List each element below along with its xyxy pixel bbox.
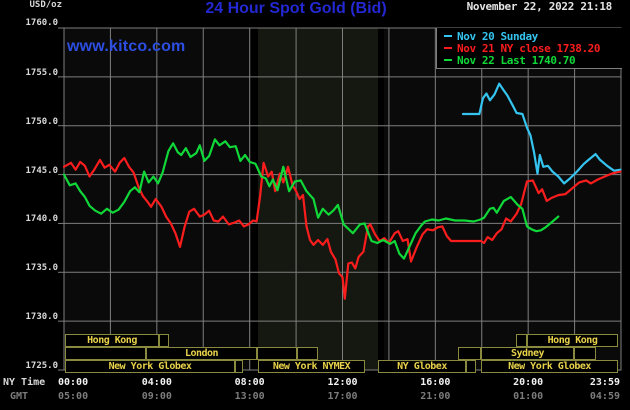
session-box-new-york-globex: New York Globex xyxy=(481,360,618,373)
y-tick-label: 1735.0 xyxy=(25,263,58,274)
x-tick-ny-time: 08:00 xyxy=(234,377,265,388)
session-box-spacer xyxy=(159,334,169,347)
session-box-hong-kong: Hong Kong xyxy=(527,334,618,347)
x-tick-ny-time: 00:00 xyxy=(58,377,89,388)
nov22-line xyxy=(62,138,560,260)
session-box-spacer xyxy=(458,347,481,360)
x-tick-gmt: 04:59 xyxy=(589,391,620,402)
legend-item: Nov 20 Sunday xyxy=(444,31,538,43)
x-tick-gmt: 09:00 xyxy=(141,391,172,402)
y-tick-label: 1750.0 xyxy=(25,116,58,127)
x-tick-ny-time: 16:00 xyxy=(420,377,451,388)
x-tick-ny-time: 04:00 xyxy=(141,377,172,388)
datetime-label: November 22, 2022 21:18 xyxy=(466,0,613,13)
y-tick-label: 1755.0 xyxy=(25,67,58,78)
legend-label: Nov 20 Sunday xyxy=(457,30,538,43)
x-tick-gmt: 01:00 xyxy=(513,391,544,402)
nov20-sunday-line xyxy=(461,82,622,185)
y-tick-label: 1730.0 xyxy=(25,312,58,323)
session-box-spacer xyxy=(516,334,527,347)
x-tick-gmt: 17:00 xyxy=(327,391,358,402)
session-box-new-york-globex: New York Globex xyxy=(65,360,235,373)
nov21-line xyxy=(62,156,622,300)
session-box-spacer xyxy=(65,347,146,360)
nymex-session-band xyxy=(258,28,378,370)
legend-label: Nov 21 NY close 1738.20 xyxy=(457,42,601,55)
post-nymex-gap-band xyxy=(378,28,384,370)
legend-item: Nov 22 Last 1740.70 xyxy=(444,54,576,67)
session-box-new-york-nymex: New York NYMEX xyxy=(258,360,365,373)
session-box-spacer xyxy=(257,347,297,360)
session-box-sydney: Sydney xyxy=(481,347,574,360)
legend-dash-icon xyxy=(444,59,452,61)
x-tick-gmt: 21:00 xyxy=(420,391,451,402)
legend-dash-icon xyxy=(444,35,452,37)
pre-nymex-gap-band xyxy=(251,28,258,370)
x-tick-gmt: 13:00 xyxy=(234,391,265,402)
session-box-spacer xyxy=(297,347,318,360)
x-tick-ny-time: 12:00 xyxy=(327,377,358,388)
legend: Nov 20 Sunday Nov 21 NY close 1738.20 Nov … xyxy=(436,28,622,69)
page-title: 24 Hour Spot Gold (Bid) xyxy=(205,0,387,17)
x-tick-ny-time: 23:59 xyxy=(589,377,620,388)
y-axis-units-label: USD/oz xyxy=(29,0,62,10)
y-tick-label: 1760.0 xyxy=(25,18,58,28)
y-tick-label: 1725.0 xyxy=(25,361,58,371)
session-box-hong-kong: Hong Kong xyxy=(65,334,159,347)
legend-dash-icon xyxy=(444,47,452,49)
kitco-watermark-link[interactable]: www.kitco.com xyxy=(67,38,186,55)
x-tick-ny-time: 20:00 xyxy=(513,377,544,388)
session-box-london: London xyxy=(146,347,257,360)
session-box-spacer xyxy=(466,360,476,373)
gmt-axis-label: GMT xyxy=(10,391,29,402)
session-box-spacer xyxy=(235,360,243,373)
y-tick-label: 1740.0 xyxy=(25,214,58,225)
x-tick-gmt: 05:00 xyxy=(58,391,89,402)
ny-time-axis-label: NY Time xyxy=(3,377,46,388)
legend-item: Nov 21 NY close 1738.20 xyxy=(444,42,601,55)
legend-label: Nov 22 Last 1740.70 xyxy=(457,54,576,67)
y-tick-label: 1745.0 xyxy=(25,165,58,176)
session-box-ny-globex: NY Globex xyxy=(378,360,466,373)
session-box-spacer xyxy=(574,347,596,360)
